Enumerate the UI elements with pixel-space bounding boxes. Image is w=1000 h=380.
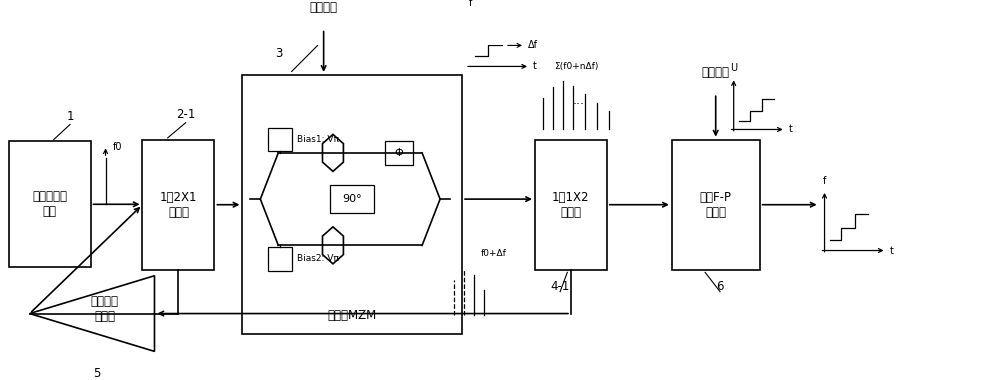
Text: t: t <box>789 125 792 135</box>
Text: 1号1X2
分束器: 1号1X2 分束器 <box>552 191 590 219</box>
Bar <box>268 128 292 151</box>
Text: 6: 6 <box>716 280 724 293</box>
Text: 双平行MZM: 双平行MZM <box>328 309 377 322</box>
Text: 90°: 90° <box>342 194 362 204</box>
Text: 4-1: 4-1 <box>550 280 570 293</box>
Text: 1: 1 <box>66 110 74 123</box>
Text: Bias2: Vπ: Bias2: Vπ <box>297 254 339 263</box>
Bar <box>242 75 462 334</box>
Text: 光纤激光
放大器: 光纤激光 放大器 <box>91 295 119 323</box>
Text: Bias1: Vπ: Bias1: Vπ <box>297 135 339 144</box>
Text: f: f <box>823 176 826 186</box>
Text: ...: ... <box>573 93 585 106</box>
Bar <box>535 139 607 270</box>
Text: 可调F-P
滤波器: 可调F-P 滤波器 <box>700 191 732 219</box>
Bar <box>268 247 292 271</box>
Text: Φ: Φ <box>395 148 404 158</box>
Text: Σ(f0+nΔf): Σ(f0+nΔf) <box>554 62 598 71</box>
Text: f: f <box>468 0 472 8</box>
Text: t: t <box>889 245 893 255</box>
Text: 驱动信号: 驱动信号 <box>702 66 730 79</box>
Bar <box>9 141 91 267</box>
Bar <box>385 141 413 165</box>
Text: Δf: Δf <box>528 40 538 51</box>
Bar <box>142 139 214 270</box>
Text: f0: f0 <box>113 142 122 152</box>
Bar <box>672 139 760 270</box>
Text: 3: 3 <box>275 47 282 60</box>
Text: f0+Δf: f0+Δf <box>481 249 507 258</box>
Text: U: U <box>730 63 737 73</box>
Text: 5: 5 <box>93 367 101 380</box>
Text: 单频连续激
光器: 单频连续激 光器 <box>32 190 67 218</box>
Text: 驱动信号: 驱动信号 <box>310 1 338 14</box>
Bar <box>330 185 374 214</box>
Text: 2-1: 2-1 <box>176 108 195 121</box>
Text: t: t <box>533 62 537 71</box>
Text: 1号2X1
耦合器: 1号2X1 耦合器 <box>160 191 197 219</box>
